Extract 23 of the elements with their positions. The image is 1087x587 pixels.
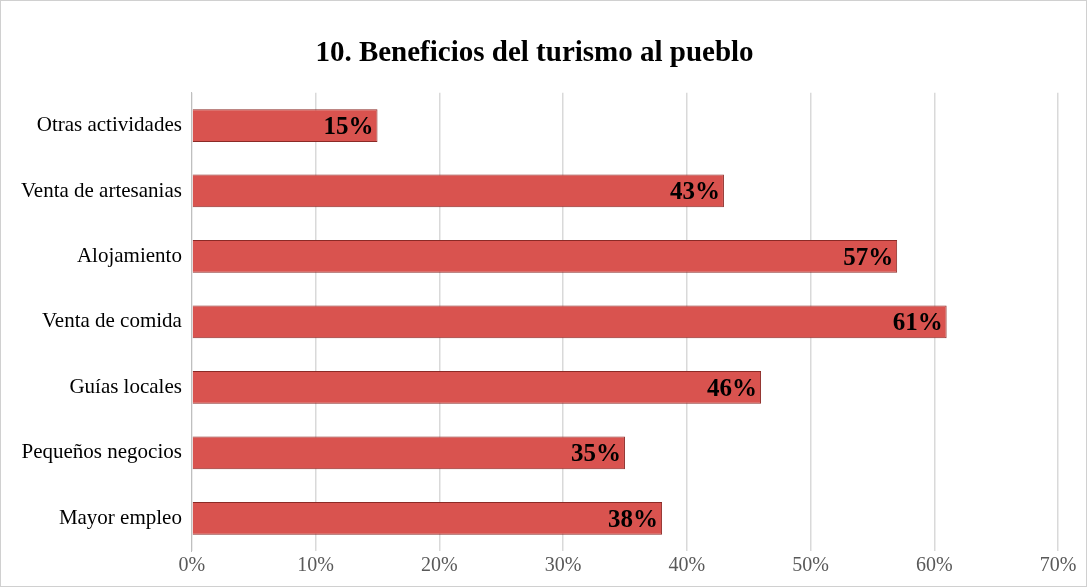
data-label: 61% [892, 308, 943, 336]
y-tick-label: Pequeños negocios [21, 439, 182, 464]
data-label: 57% [843, 242, 894, 270]
x-tick-label: 0% [178, 553, 206, 576]
data-label: 15% [323, 111, 374, 139]
x-tick-label: 30% [544, 553, 582, 576]
y-tick-label: Venta de artesanias [20, 177, 182, 202]
data-label: 35% [570, 439, 621, 467]
x-tick-label: 40% [668, 553, 706, 576]
y-tick-label: Venta de comida [41, 308, 183, 333]
y-tick-label: Otras actividades [36, 112, 182, 137]
y-tick-label: Alojamiento [76, 242, 182, 267]
x-tick-label: 20% [421, 553, 458, 576]
y-tick-label: Guías locales [69, 373, 182, 398]
x-tick-label: 50% [792, 553, 829, 576]
data-label: 46% [707, 373, 758, 401]
x-tick-label: 70% [1039, 553, 1077, 576]
x-tick-label: 60% [915, 553, 953, 576]
data-label: 38% [608, 504, 659, 532]
chart-title: 10. Beneficios del turismo al pueblo [315, 34, 754, 67]
y-tick-label: Mayor empleo [58, 504, 182, 529]
data-label: 43% [669, 177, 720, 205]
x-tick-label: 10% [297, 553, 334, 576]
